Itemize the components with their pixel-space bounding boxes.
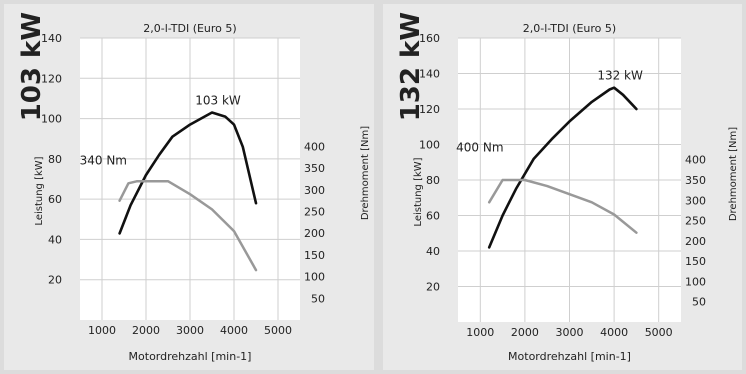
y-tick-label-right: 50 [692,296,706,309]
y-tick-label-right: 400 [304,140,325,153]
peak-power-label: 132 kW [597,69,643,83]
chart-title: 2,0-l-TDI (Euro 5) [143,22,236,35]
y-axis-label-left: Leistung [kW] [413,157,424,226]
x-tick-label: 4000 [600,326,628,339]
y-tick-label-right: 200 [304,227,325,240]
y-tick-label-left: 40 [426,245,440,258]
y-tick-label-left: 40 [48,233,62,246]
peak-torque-label: 340 Nm [80,153,127,167]
chart-title: 2,0-l-TDI (Euro 5) [523,22,616,35]
y-tick-label-right: 200 [685,235,706,248]
y-tick-label-left: 120 [41,72,62,85]
y-tick-label-left: 20 [426,281,440,294]
x-tick-label: 4000 [220,324,248,337]
torque-curve [118,179,258,272]
peak-torque-label: 400 Nm [456,141,503,155]
y-tick-label-right: 350 [685,174,706,187]
y-tick-label-left: 80 [48,153,62,166]
y-tick-label-left: 100 [419,139,440,152]
y-tick-label-right: 250 [685,215,706,228]
y-tick-label-right: 300 [304,184,325,197]
power-rating-label: 103 kW [17,12,47,121]
y-tick-label-right: 300 [685,194,706,207]
y-tick-label-left: 160 [419,32,440,45]
y-tick-label-left: 140 [419,68,440,81]
x-tick-label: 2000 [511,326,539,339]
y-axis-label-right: Drehmoment [Nm] [360,126,371,220]
y-tick-label-right: 250 [304,206,325,219]
x-tick-label: 1000 [88,324,116,337]
y-tick-label-right: 100 [685,275,706,288]
y-tick-label-right: 350 [304,162,325,175]
y-tick-label-left: 20 [48,274,62,287]
y-tick-label-left: 100 [41,113,62,126]
power-rating-label: 132 kW [396,12,426,121]
y-tick-label-left: 80 [426,174,440,187]
x-axis-label: Motordrehzahl [min-1] [129,350,252,363]
y-tick-label-left: 140 [41,32,62,45]
power-curve [118,111,258,235]
y-tick-label-right: 400 [685,154,706,167]
x-tick-label: 2000 [132,324,160,337]
x-tick-label: 5000 [645,326,673,339]
y-tick-label-left: 60 [426,210,440,223]
y-tick-label-right: 50 [311,292,325,305]
power-curve [487,86,638,249]
chart-panel-1: 2,0-l-TDI (Euro 5) 103 kW Leistung [kW] Dre… [4,4,374,370]
y-axis-label-right: Drehmoment [Nm] [728,127,739,221]
x-tick-label: 3000 [556,326,584,339]
x-tick-label: 5000 [264,324,292,337]
y-tick-label-right: 150 [304,249,325,262]
chart-panel-2: 2,0-l-TDI (Euro 5) 132 kW Leistung [kW] Dre… [383,4,742,370]
y-tick-label-left: 60 [48,193,62,206]
x-tick-label: 3000 [176,324,204,337]
y-tick-label-left: 120 [419,103,440,116]
x-axis-label: Motordrehzahl [min-1] [508,350,631,363]
torque-curve [487,178,638,234]
y-tick-label-right: 150 [685,255,706,268]
x-tick-label: 1000 [466,326,494,339]
peak-power-label: 103 kW [195,94,241,108]
y-tick-label-right: 100 [304,271,325,284]
y-axis-label-left: Leistung [kW] [34,156,45,225]
